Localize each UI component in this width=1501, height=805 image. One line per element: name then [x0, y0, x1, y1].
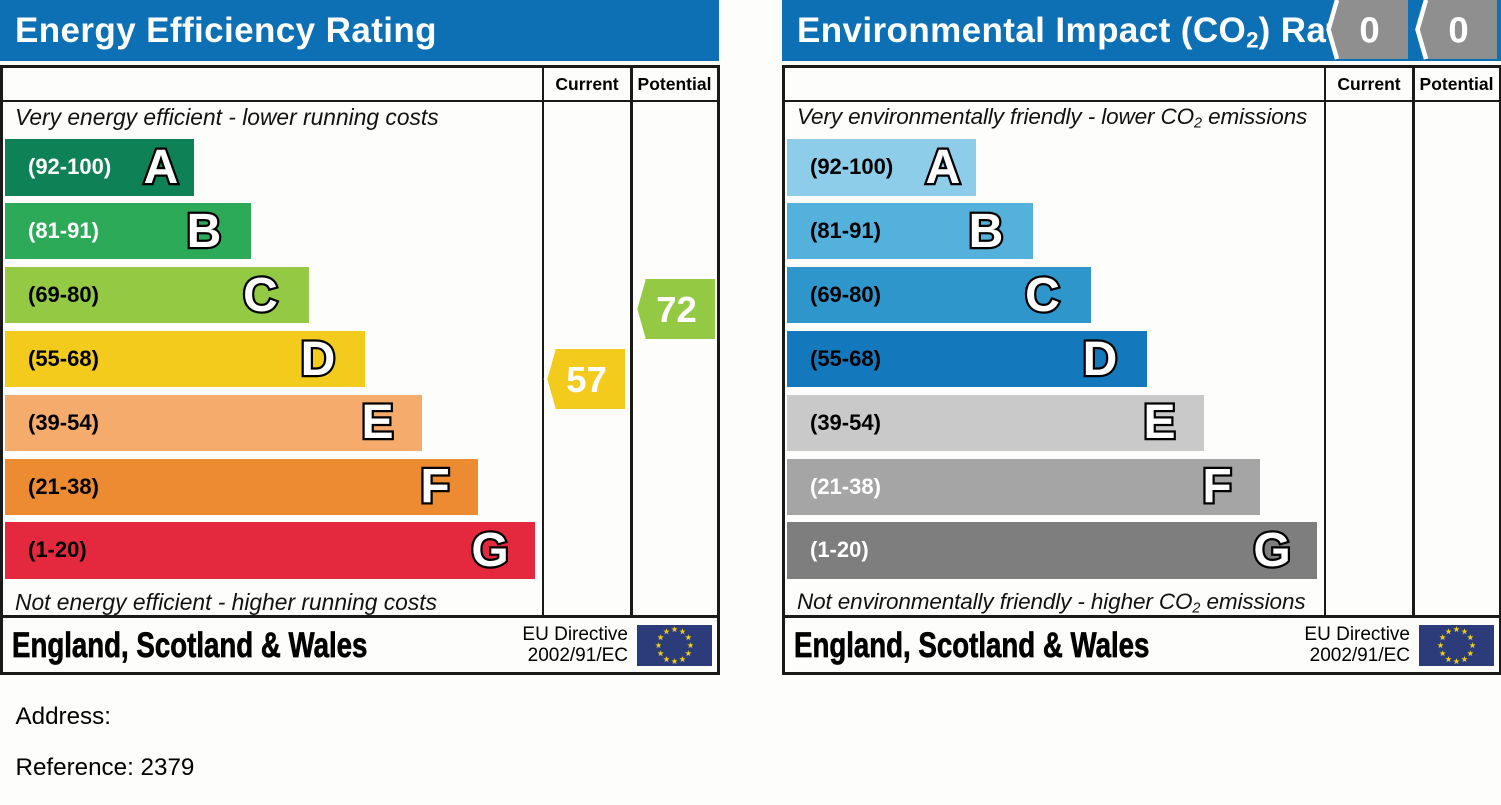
svg-text:72: 72 [656, 289, 697, 330]
svg-text:0: 0 [1448, 10, 1468, 51]
svg-text:0: 0 [1359, 10, 1379, 51]
svg-text:57: 57 [566, 359, 607, 400]
